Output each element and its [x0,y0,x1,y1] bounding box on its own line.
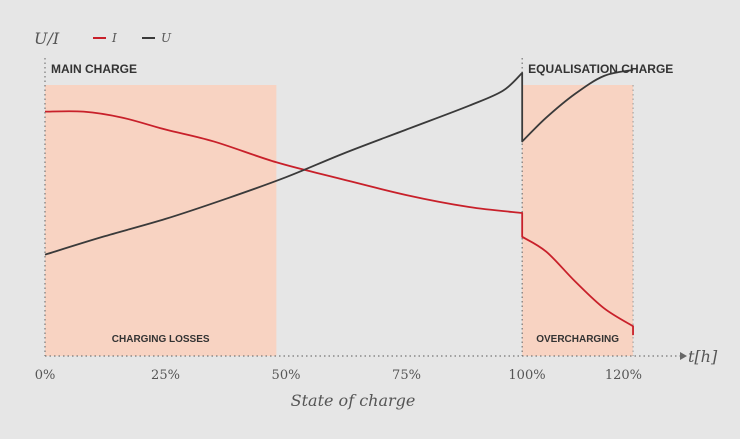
region-overcharging [522,85,634,356]
x-axis-title: State of charge [291,391,416,410]
legend-label-u: U [161,31,172,45]
region-label-overcharging: OVERCHARGING [536,334,619,345]
regions-layer [45,85,634,356]
series-line-i [44,110,634,336]
x-tick-label-5: 120% [605,368,642,383]
x-tick-label-1: 25% [151,368,180,383]
legend-label-i: I [111,31,117,45]
x-axis-unit-label: t[h] [688,347,718,366]
y-axis-label: U/I [34,29,60,48]
x-tick-label-4: 100% [508,368,545,383]
x-tick-label-2: 50% [272,368,301,383]
x-axis-arrow [680,352,687,360]
x-tick-labels: 0% 25% 50% 75% 100% 120% [35,368,642,383]
phase-label-main-charge: MAIN CHARGE [51,62,137,76]
region-label-charging-losses: CHARGING LOSSES [112,334,210,345]
series-layer [44,69,634,336]
x-tick-label-0: 0% [35,368,56,383]
series-line-u [44,69,634,256]
x-tick-label-3: 75% [392,368,421,383]
legend: I U [93,31,172,45]
labels-layer: CHARGING LOSSES OVERCHARGING MAIN CHARGE EQ… [51,62,673,345]
phase-label-equalisation-charge: EQUALISATION CHARGE [528,62,673,76]
